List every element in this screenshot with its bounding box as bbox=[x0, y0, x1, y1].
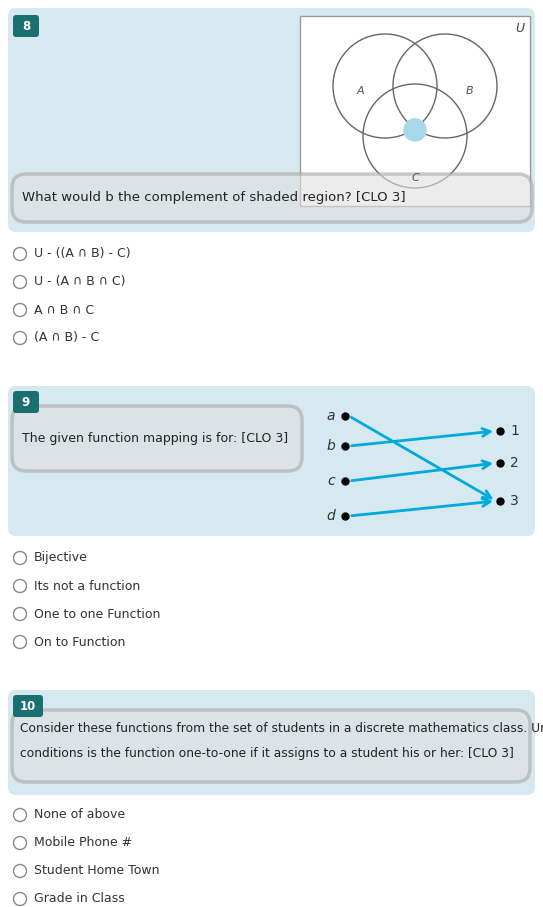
Text: U - ((A ∩ B) - C): U - ((A ∩ B) - C) bbox=[34, 248, 131, 260]
Text: C: C bbox=[411, 173, 419, 183]
Text: 1: 1 bbox=[510, 424, 519, 438]
FancyBboxPatch shape bbox=[12, 710, 530, 782]
Text: On to Function: On to Function bbox=[34, 636, 125, 649]
Text: Its not a function: Its not a function bbox=[34, 580, 140, 592]
FancyBboxPatch shape bbox=[13, 15, 39, 37]
Text: 9: 9 bbox=[22, 395, 30, 408]
Text: a: a bbox=[326, 409, 335, 423]
FancyBboxPatch shape bbox=[13, 391, 39, 413]
Text: The given function mapping is for: [CLO 3]: The given function mapping is for: [CLO … bbox=[22, 432, 288, 445]
Text: 10: 10 bbox=[20, 699, 36, 713]
Text: Mobile Phone #: Mobile Phone # bbox=[34, 836, 132, 850]
Text: Consider these functions from the set of students in a discrete mathematics clas: Consider these functions from the set of… bbox=[20, 721, 543, 735]
FancyBboxPatch shape bbox=[13, 695, 43, 717]
Text: b: b bbox=[326, 439, 335, 453]
Text: U: U bbox=[515, 22, 525, 34]
Text: B: B bbox=[466, 86, 474, 96]
FancyBboxPatch shape bbox=[8, 690, 535, 795]
Circle shape bbox=[404, 119, 426, 141]
Text: d: d bbox=[326, 509, 335, 523]
Text: (A ∩ B) - C: (A ∩ B) - C bbox=[34, 331, 99, 345]
FancyBboxPatch shape bbox=[8, 8, 535, 232]
Text: None of above: None of above bbox=[34, 808, 125, 822]
FancyBboxPatch shape bbox=[8, 386, 535, 536]
Text: A ∩ B ∩ C: A ∩ B ∩ C bbox=[34, 304, 94, 317]
Text: conditions is the function one-to-one if it assigns to a student his or her: [CL: conditions is the function one-to-one if… bbox=[20, 747, 514, 760]
Text: Grade in Class: Grade in Class bbox=[34, 892, 125, 905]
FancyBboxPatch shape bbox=[300, 16, 530, 206]
Text: 2: 2 bbox=[510, 456, 519, 470]
Text: A: A bbox=[356, 86, 364, 96]
Text: 8: 8 bbox=[22, 19, 30, 33]
Text: 3: 3 bbox=[510, 494, 519, 508]
Text: c: c bbox=[327, 474, 335, 488]
Ellipse shape bbox=[408, 119, 422, 137]
FancyBboxPatch shape bbox=[12, 174, 532, 222]
FancyBboxPatch shape bbox=[12, 406, 302, 471]
Text: One to one Function: One to one Function bbox=[34, 608, 160, 620]
Text: Student Home Town: Student Home Town bbox=[34, 864, 160, 877]
Text: What would b the complement of shaded region? [CLO 3]: What would b the complement of shaded re… bbox=[22, 191, 406, 204]
Text: Bijective: Bijective bbox=[34, 551, 88, 564]
Text: U - (A ∩ B ∩ C): U - (A ∩ B ∩ C) bbox=[34, 276, 125, 288]
